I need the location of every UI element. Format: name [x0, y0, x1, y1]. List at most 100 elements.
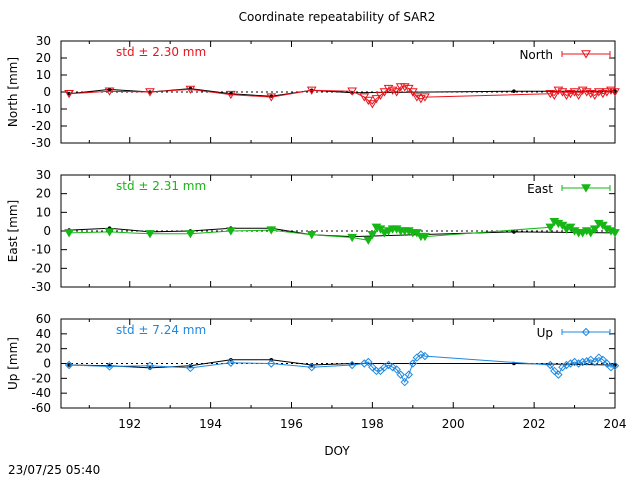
data-point [586, 355, 595, 364]
panels: -30 -20 -10 0 10 20 30 North [mm] std ± 2.30 mm N… [6, 34, 626, 431]
data-point [266, 226, 277, 235]
data-point [388, 363, 397, 372]
data-point [185, 230, 196, 239]
data-point [420, 93, 430, 102]
data-point [400, 377, 409, 387]
data-point [574, 359, 583, 368]
data-point [64, 90, 74, 99]
y-tick-label: -60 [31, 401, 51, 415]
data-point [145, 361, 155, 370]
data-point [589, 91, 600, 100]
std-annotation: std ± 2.30 mm [116, 45, 206, 59]
y-tick-label: -10 [31, 102, 51, 116]
y-tick-label: 0 [43, 224, 51, 238]
data-point [581, 327, 591, 337]
reference-point [67, 363, 71, 367]
data-point [375, 91, 386, 100]
data-point [226, 358, 236, 367]
data-point [570, 357, 579, 367]
legend: North [519, 48, 611, 62]
data-point [145, 88, 155, 97]
data-point [307, 363, 316, 372]
y-tick-label: 30 [36, 34, 51, 48]
y-axis-label: North [mm] [6, 57, 20, 127]
data-point [581, 50, 591, 59]
y-tick-label: 10 [36, 68, 51, 82]
data-point [306, 231, 317, 240]
data-point [347, 360, 357, 370]
data-point [407, 88, 418, 97]
y-tick-label: -30 [31, 280, 51, 294]
data-point [598, 355, 608, 364]
data-point [371, 95, 382, 104]
data-point [416, 95, 426, 104]
reference-point [107, 87, 112, 92]
data-point [64, 229, 74, 238]
y-tick-label: -40 [31, 386, 51, 400]
reference-point [67, 91, 71, 96]
x-tick-label: 194 [199, 417, 222, 431]
x-tick-label: 196 [280, 417, 303, 431]
std-annotation: std ± 7.24 mm [116, 323, 206, 337]
data-point [396, 370, 405, 379]
legend-label: North [519, 48, 553, 62]
data-point [104, 228, 115, 237]
data-point [376, 366, 385, 376]
data-point [602, 359, 612, 368]
data-point [267, 359, 276, 368]
data-point [368, 363, 377, 372]
data-point [578, 357, 587, 367]
data-point [606, 86, 616, 95]
y-tick-label: 10 [36, 205, 51, 219]
y-tick-label: 30 [36, 168, 51, 182]
data-point [562, 360, 571, 370]
data-point [602, 88, 612, 97]
data-point [546, 360, 555, 370]
data-point [420, 351, 430, 361]
y-tick-label: -20 [31, 119, 51, 133]
data-point [185, 85, 196, 95]
data-point [391, 88, 402, 97]
data-point [399, 83, 410, 92]
panel-east: -30 -20 -10 0 10 20 30 East [mm] std ± 2.31 mm Ea… [6, 168, 620, 294]
y-tick-label: 20 [36, 342, 51, 356]
y-tick-label: -20 [31, 261, 51, 275]
y-tick-label: 0 [43, 357, 51, 371]
data-point [589, 225, 600, 234]
y-tick-label: 60 [36, 312, 51, 326]
chart-title: Coordinate repeatability of SAR2 [239, 10, 436, 24]
data-point [408, 359, 418, 368]
data-point [554, 370, 563, 379]
data-point [306, 86, 317, 95]
std-annotation: std ± 2.31 mm [116, 179, 206, 193]
data-point [577, 86, 588, 95]
data-point [384, 360, 393, 370]
data-point [105, 362, 114, 371]
data-point [558, 363, 567, 372]
y-tick-label: 40 [36, 327, 51, 341]
data-point [266, 93, 277, 102]
data-point [597, 90, 608, 99]
data-point [392, 365, 401, 374]
legend: East [527, 182, 611, 196]
y-tick-label: -30 [31, 136, 51, 150]
data-point [553, 86, 564, 95]
data-point [380, 363, 389, 372]
x-axis-label: DOY [324, 444, 350, 458]
data-point [347, 233, 358, 243]
reference-point [512, 89, 516, 93]
data-point [561, 91, 572, 100]
data-point [545, 223, 556, 232]
data-point [411, 93, 422, 102]
data-point [416, 350, 426, 359]
data-point [225, 90, 236, 100]
data-point [367, 100, 378, 109]
data-point [594, 353, 604, 362]
x-tick-label: 198 [361, 417, 384, 431]
data-point [225, 227, 236, 236]
x-tick-label: 192 [118, 417, 141, 431]
data-point [420, 232, 430, 242]
y-tick-label: 20 [36, 51, 51, 65]
y-axis-label: Up [mm] [6, 337, 20, 390]
